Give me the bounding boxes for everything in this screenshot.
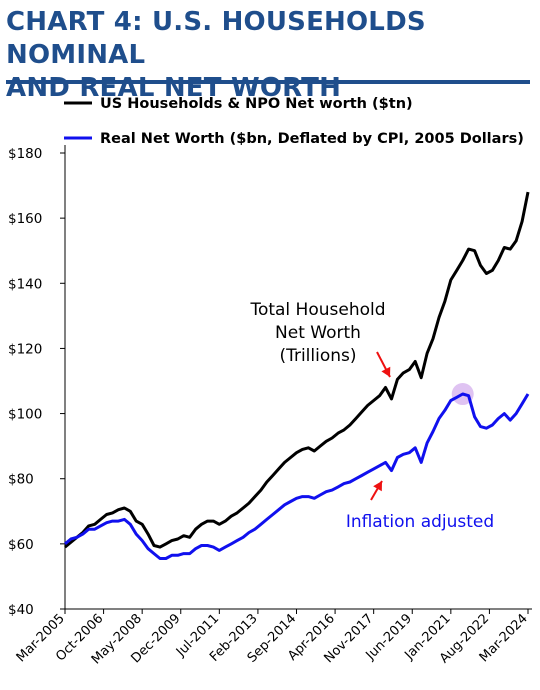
y-axis: $40 $60 $80 $100 $120 $140 $160 $180	[8, 145, 66, 618]
y-tick-label: $100	[8, 407, 42, 423]
y-tick-label: $40	[8, 602, 34, 618]
nominal-pointer-arrow-head	[381, 366, 391, 377]
annotation-net-worth: Net Worth	[275, 323, 361, 343]
series-line-real	[64, 392, 530, 560]
y-tick-label: $60	[8, 537, 34, 553]
y-tick-label: $140	[8, 276, 42, 292]
annotation-total-household: Total Household	[249, 300, 385, 320]
y-tick-label: $80	[8, 472, 34, 488]
chart-title: CHART 4: U.S. HOUSEHOLDS NOMINAL AND REA…	[6, 6, 536, 105]
plot-area	[64, 191, 530, 560]
annotation-trillions: (Trillions)	[279, 346, 356, 366]
y-tick-label: $120	[8, 341, 42, 357]
legend-label-nominal: US Households & NPO Net worth ($tn)	[100, 96, 413, 112]
y-tick-label: $160	[8, 211, 42, 227]
annotations: Total Household Net Worth (Trillions) In…	[249, 300, 494, 532]
title-divider	[6, 80, 530, 84]
real-pointer-arrow-head	[373, 481, 382, 492]
series-line-nominal	[64, 191, 530, 549]
chart-title-line-2: AND REAL NET WORTH	[6, 73, 342, 103]
legend: US Households & NPO Net worth ($tn) Real…	[64, 96, 524, 147]
nominal-pointer-arrow	[376, 351, 391, 378]
annotation-inflation-adjusted: Inflation adjusted	[346, 512, 494, 532]
real-pointer-arrow	[370, 480, 383, 501]
legend-label-real: Real Net Worth ($bn, Deflated by CPI, 20…	[100, 131, 524, 147]
y-tick-label: $180	[8, 146, 42, 162]
chart-title-line-1: CHART 4: U.S. HOUSEHOLDS NOMINAL	[6, 7, 426, 70]
x-axis: Mar-2005Oct-2006May-2008Dec-2009Jul-2011…	[14, 608, 532, 667]
